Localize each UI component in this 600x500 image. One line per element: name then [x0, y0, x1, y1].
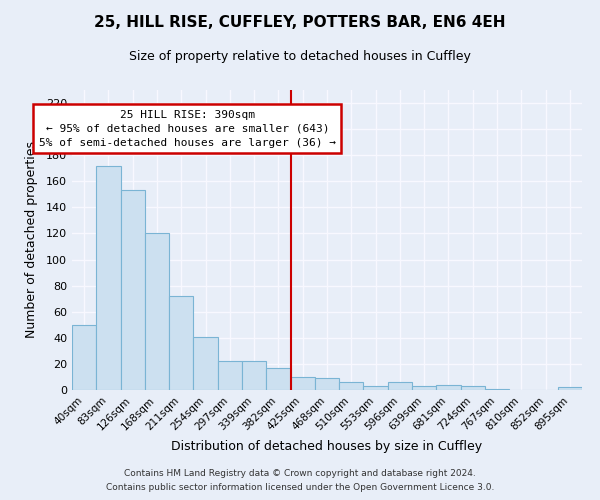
Text: 25, HILL RISE, CUFFLEY, POTTERS BAR, EN6 4EH: 25, HILL RISE, CUFFLEY, POTTERS BAR, EN6… — [94, 15, 506, 30]
Text: 25 HILL RISE: 390sqm
← 95% of detached houses are smaller (643)
5% of semi-detac: 25 HILL RISE: 390sqm ← 95% of detached h… — [39, 110, 336, 148]
Text: Size of property relative to detached houses in Cuffley: Size of property relative to detached ho… — [129, 50, 471, 63]
Text: Contains HM Land Registry data © Crown copyright and database right 2024.: Contains HM Land Registry data © Crown c… — [124, 468, 476, 477]
Bar — [218, 362, 242, 390]
Bar — [266, 368, 290, 390]
Bar — [96, 166, 121, 390]
Bar — [145, 234, 169, 390]
Bar — [169, 296, 193, 390]
Bar — [436, 385, 461, 390]
Bar — [485, 388, 509, 390]
Bar — [242, 362, 266, 390]
Bar — [412, 386, 436, 390]
X-axis label: Distribution of detached houses by size in Cuffley: Distribution of detached houses by size … — [172, 440, 482, 453]
Bar — [315, 378, 339, 390]
Bar — [339, 382, 364, 390]
Bar — [72, 325, 96, 390]
Bar — [558, 388, 582, 390]
Bar — [121, 190, 145, 390]
Bar — [388, 382, 412, 390]
Bar — [193, 336, 218, 390]
Bar — [461, 386, 485, 390]
Bar — [290, 377, 315, 390]
Y-axis label: Number of detached properties: Number of detached properties — [25, 142, 38, 338]
Text: Contains public sector information licensed under the Open Government Licence 3.: Contains public sector information licen… — [106, 484, 494, 492]
Bar — [364, 386, 388, 390]
